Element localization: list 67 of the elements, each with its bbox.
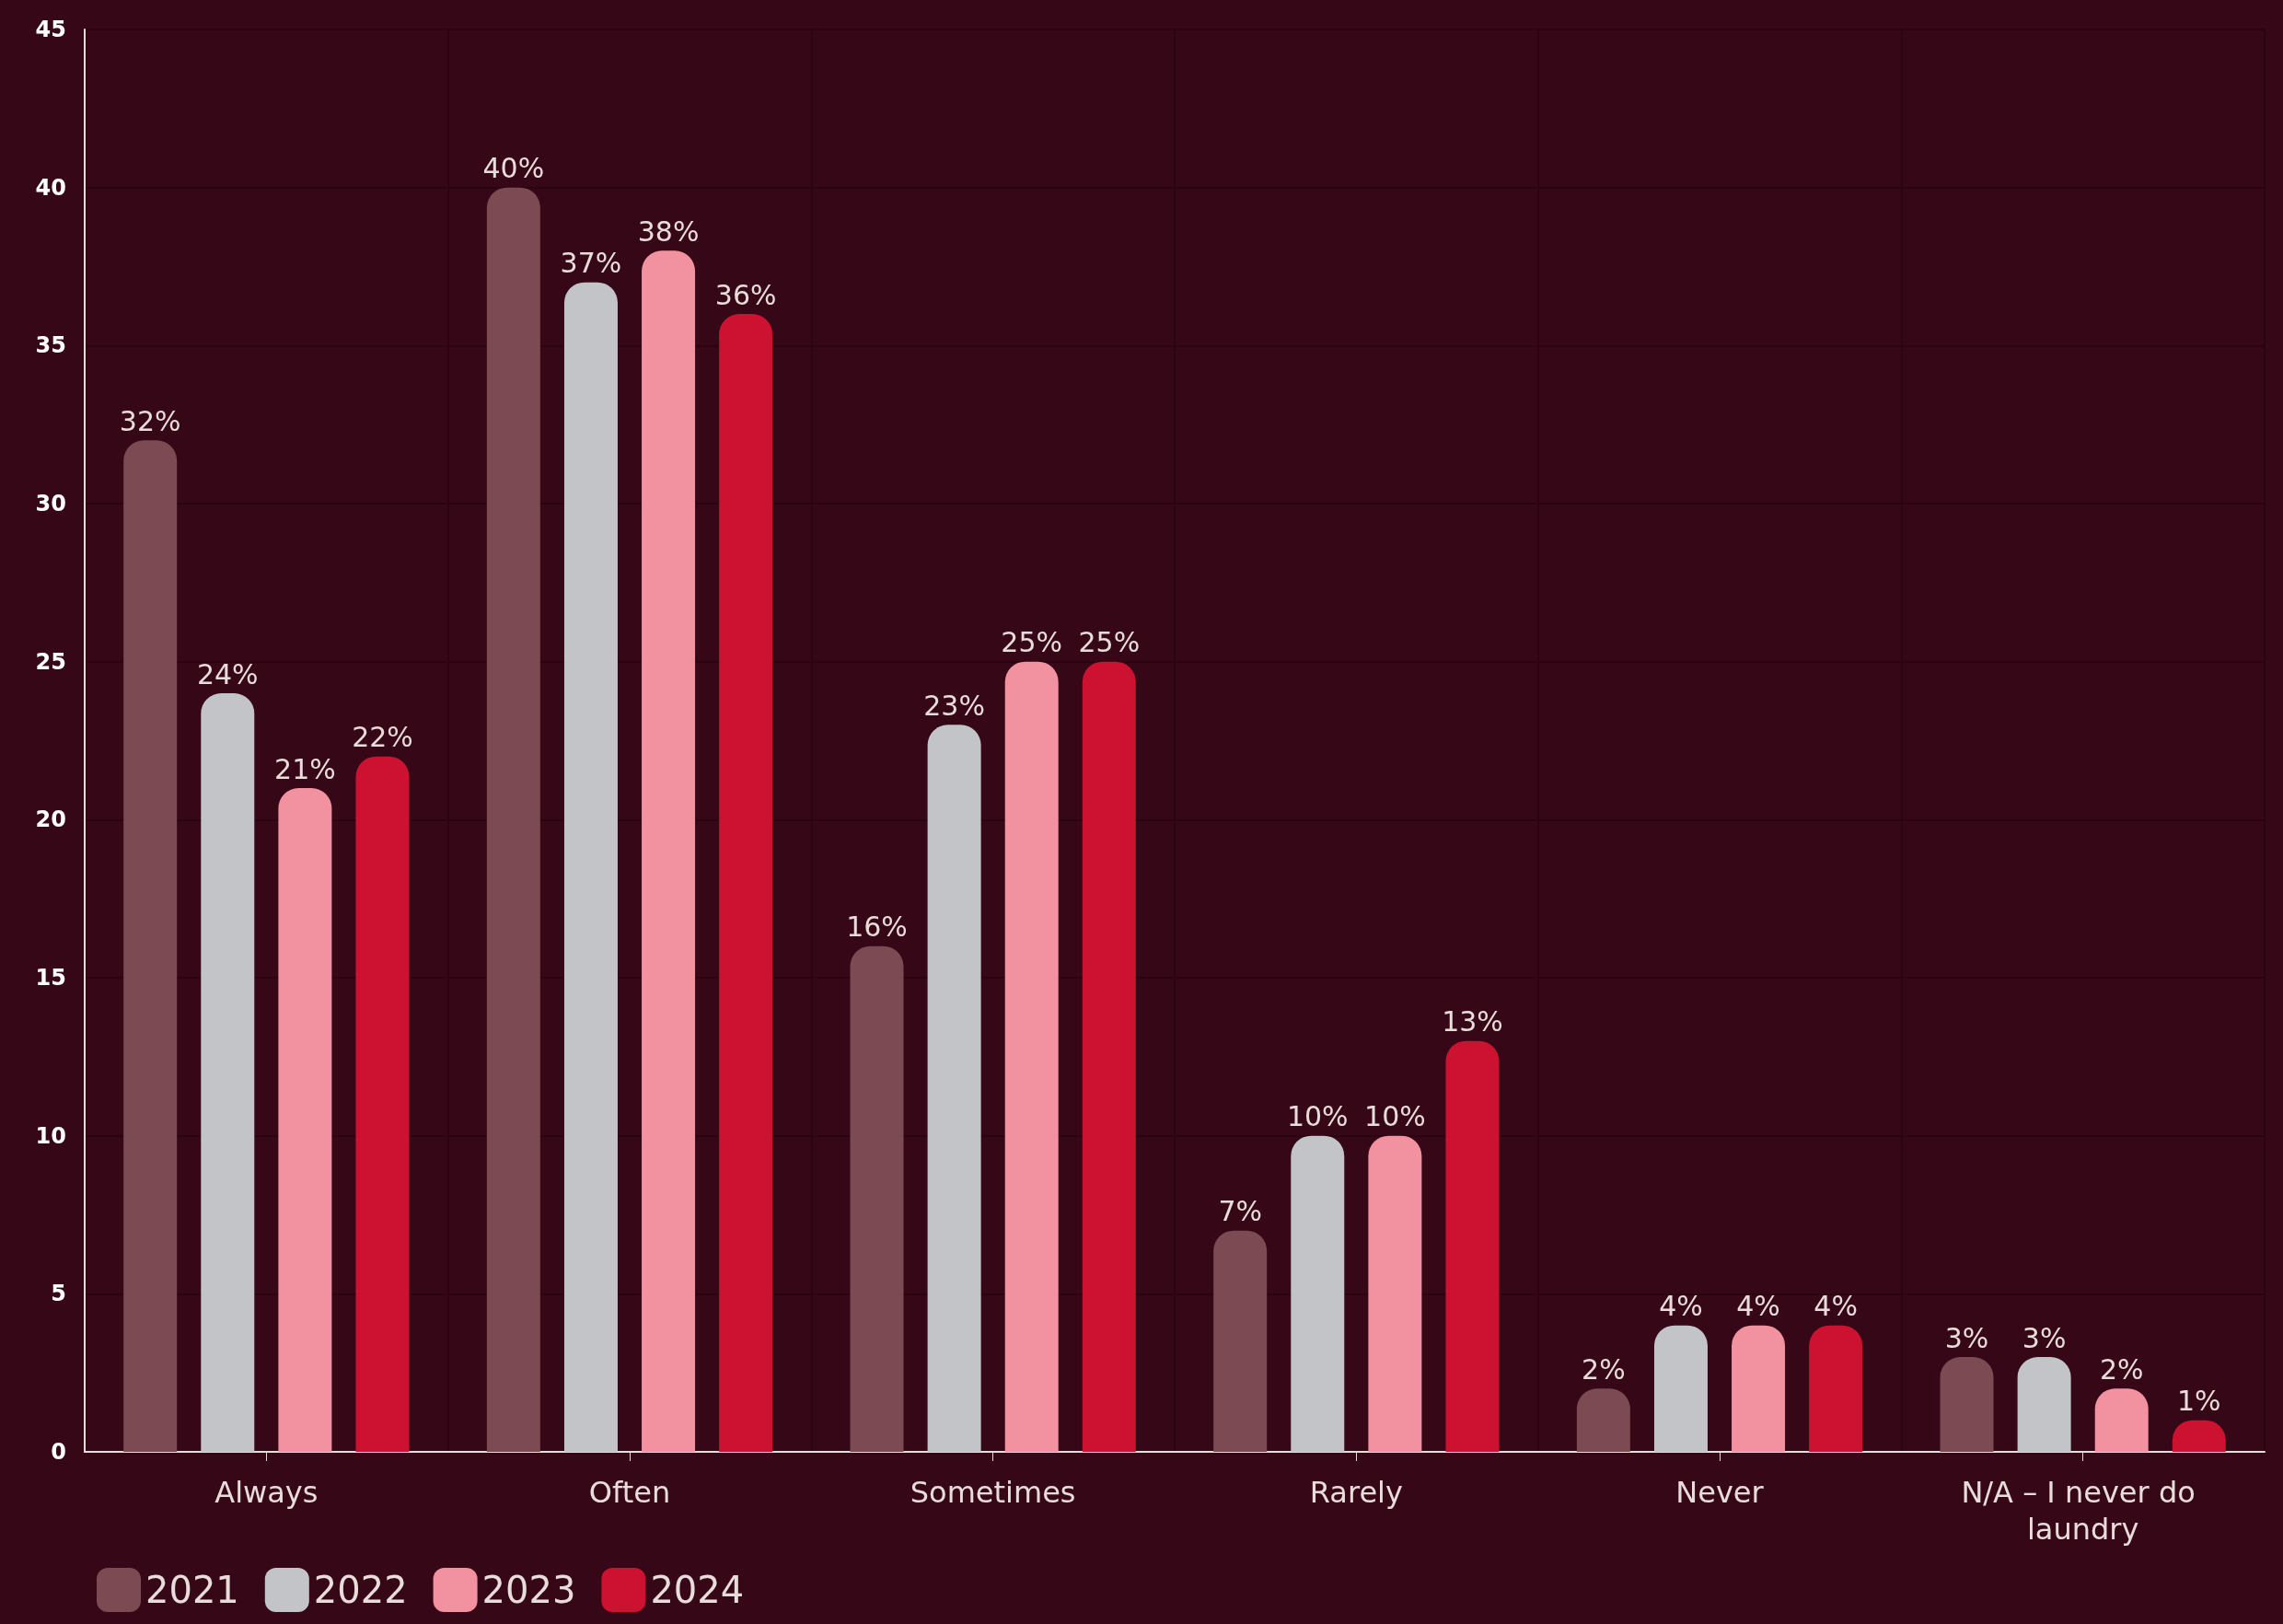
data-label: 4% (1659, 1290, 1703, 1323)
data-label: 16% (846, 911, 908, 944)
data-label: 2% (2099, 1352, 2144, 1386)
x-tick-label: Never (1675, 1475, 1765, 1510)
bar (563, 282, 618, 1452)
bar (850, 945, 904, 1452)
data-label: 21% (274, 752, 336, 785)
x-tick-label: Rarely (1309, 1475, 1403, 1510)
y-tick-label: 30 (35, 491, 66, 516)
y-tick-label: 20 (35, 806, 66, 833)
data-label: 10% (1364, 1100, 1426, 1133)
bar (1940, 1357, 1994, 1452)
bar (201, 693, 255, 1452)
bar (1213, 1230, 1268, 1452)
bar (1809, 1325, 1863, 1452)
bar (1082, 661, 1136, 1452)
data-label: 3% (1944, 1321, 1989, 1354)
data-label: 25% (1001, 626, 1063, 659)
data-label: 1% (2177, 1385, 2221, 1418)
bar (719, 314, 773, 1452)
y-tick-label: 10 (35, 1122, 66, 1149)
y-tick-label: 40 (35, 174, 66, 201)
bar (1368, 1135, 1422, 1452)
bar (2094, 1388, 2149, 1452)
bar (642, 250, 696, 1452)
y-tick-label: 45 (35, 17, 66, 42)
data-label: 32% (119, 404, 181, 437)
data-label: 10% (1286, 1100, 1349, 1133)
data-label: 37% (560, 247, 622, 280)
bar (1291, 1135, 1345, 1452)
legend-label: 2021 (145, 1569, 239, 1611)
y-tick-label: 5 (51, 1281, 66, 1307)
bar (123, 440, 178, 1452)
bar (486, 187, 540, 1452)
legend-label: 2024 (650, 1569, 745, 1611)
bar (1004, 661, 1059, 1452)
bar (927, 725, 981, 1452)
data-label: 3% (2022, 1321, 2067, 1354)
y-tick-label: 15 (35, 965, 66, 991)
data-label: 25% (1078, 626, 1141, 659)
y-tick-label: 0 (51, 1439, 66, 1465)
bar (2017, 1357, 2071, 1452)
x-tick-label: Sometimes (910, 1475, 1076, 1510)
y-tick-label: 35 (35, 332, 66, 359)
bar (278, 788, 332, 1452)
legend-label: 2022 (313, 1569, 408, 1611)
bar (1445, 1040, 1500, 1452)
data-label: 23% (923, 689, 985, 722)
data-label: 13% (1442, 1005, 1503, 1038)
bar (355, 756, 410, 1452)
data-label: 40% (482, 152, 545, 185)
data-label: 2% (1582, 1352, 1626, 1386)
x-tick-label: N/A – I never do laundry (1961, 1475, 2205, 1547)
y-tick-label: 25 (35, 648, 66, 675)
bar (1732, 1325, 1786, 1452)
data-label: 7% (1218, 1195, 1262, 1228)
data-label: 36% (714, 278, 777, 311)
x-tick-label: Always (214, 1475, 319, 1510)
data-label: 24% (196, 657, 259, 690)
data-label: 38% (637, 215, 700, 248)
legend-label: 2023 (481, 1569, 576, 1611)
bar (1576, 1388, 1630, 1452)
bar (1653, 1325, 1708, 1452)
x-tick-label: Often (588, 1475, 671, 1510)
data-label: 4% (1736, 1290, 1780, 1323)
data-label: 22% (352, 721, 413, 754)
data-label: 4% (1814, 1290, 1858, 1323)
